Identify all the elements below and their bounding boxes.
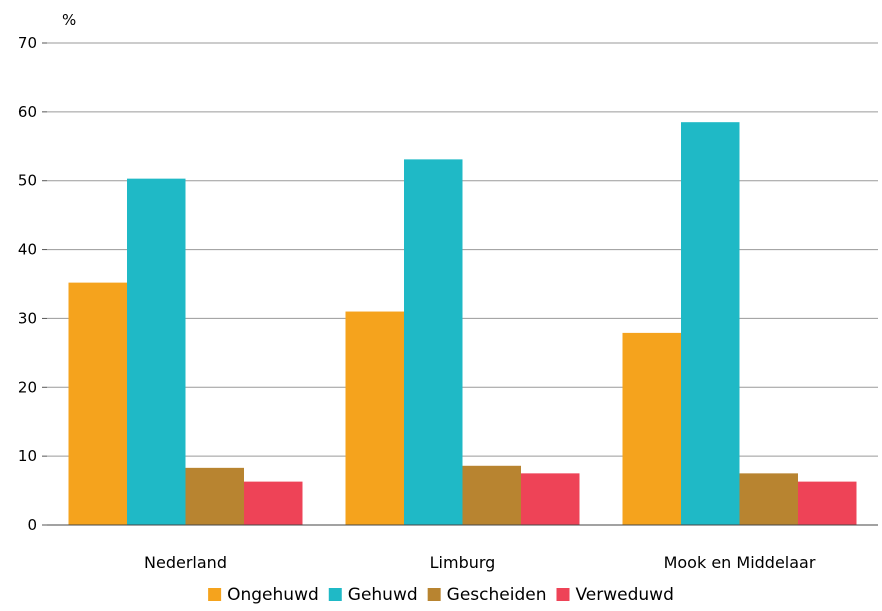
bar-ongehuwd-nederland [68,282,127,525]
bar-ongehuwd-limburg [345,311,404,525]
legend-label: Verweduwd [575,585,673,605]
legend-item: Gehuwd [328,585,418,605]
bars [68,122,857,526]
bar-ongehuwd-mook-en-middelaar [622,332,681,525]
bar-gescheiden-limburg [462,465,521,525]
bar-verweduwd-limburg [521,473,580,525]
legend-swatch [556,588,570,601]
y-tick-label: 40 [18,241,37,259]
x-axis-labels: Nederland Limburg Mook en Middelaar [144,553,816,572]
y-tick-label: 10 [18,447,37,465]
x-category-label: Limburg [430,553,496,572]
legend-item: Verweduwd [556,585,674,605]
legend-label: Gescheiden [447,585,547,605]
legend-label: Gehuwd [348,585,418,605]
bar-gehuwd-nederland [127,178,186,526]
x-category-label: Mook en Middelaar [664,553,816,572]
bar-gescheiden-mook-en-middelaar [739,473,798,525]
bar-verweduwd-nederland [244,481,303,525]
x-category-label: Nederland [144,553,227,572]
bar-gehuwd-limburg [404,159,463,525]
y-tick-label: 30 [18,309,37,327]
y-tick-label: 20 [18,378,37,396]
y-axis-ticks: 0 10 20 30 40 50 60 70 [18,34,47,534]
legend-item: Gescheiden [427,585,547,605]
legend: Ongehuwd Gehuwd Gescheiden Verweduwd [208,585,674,605]
y-axis-unit-label: % [62,11,76,29]
legend-swatch [328,588,342,601]
legend-label: Ongehuwd [227,585,319,605]
y-tick-label: 70 [18,34,37,52]
bar-verweduwd-mook-en-middelaar [798,481,857,525]
legend-item: Ongehuwd [208,585,319,605]
y-tick-label: 50 [18,172,37,190]
bar-gescheiden-nederland [185,467,244,525]
bar-gehuwd-mook-en-middelaar [681,122,740,525]
y-tick-label: 0 [27,516,37,534]
y-tick-label: 60 [18,103,37,121]
legend-swatch [208,588,222,601]
legend-swatch [427,588,441,601]
